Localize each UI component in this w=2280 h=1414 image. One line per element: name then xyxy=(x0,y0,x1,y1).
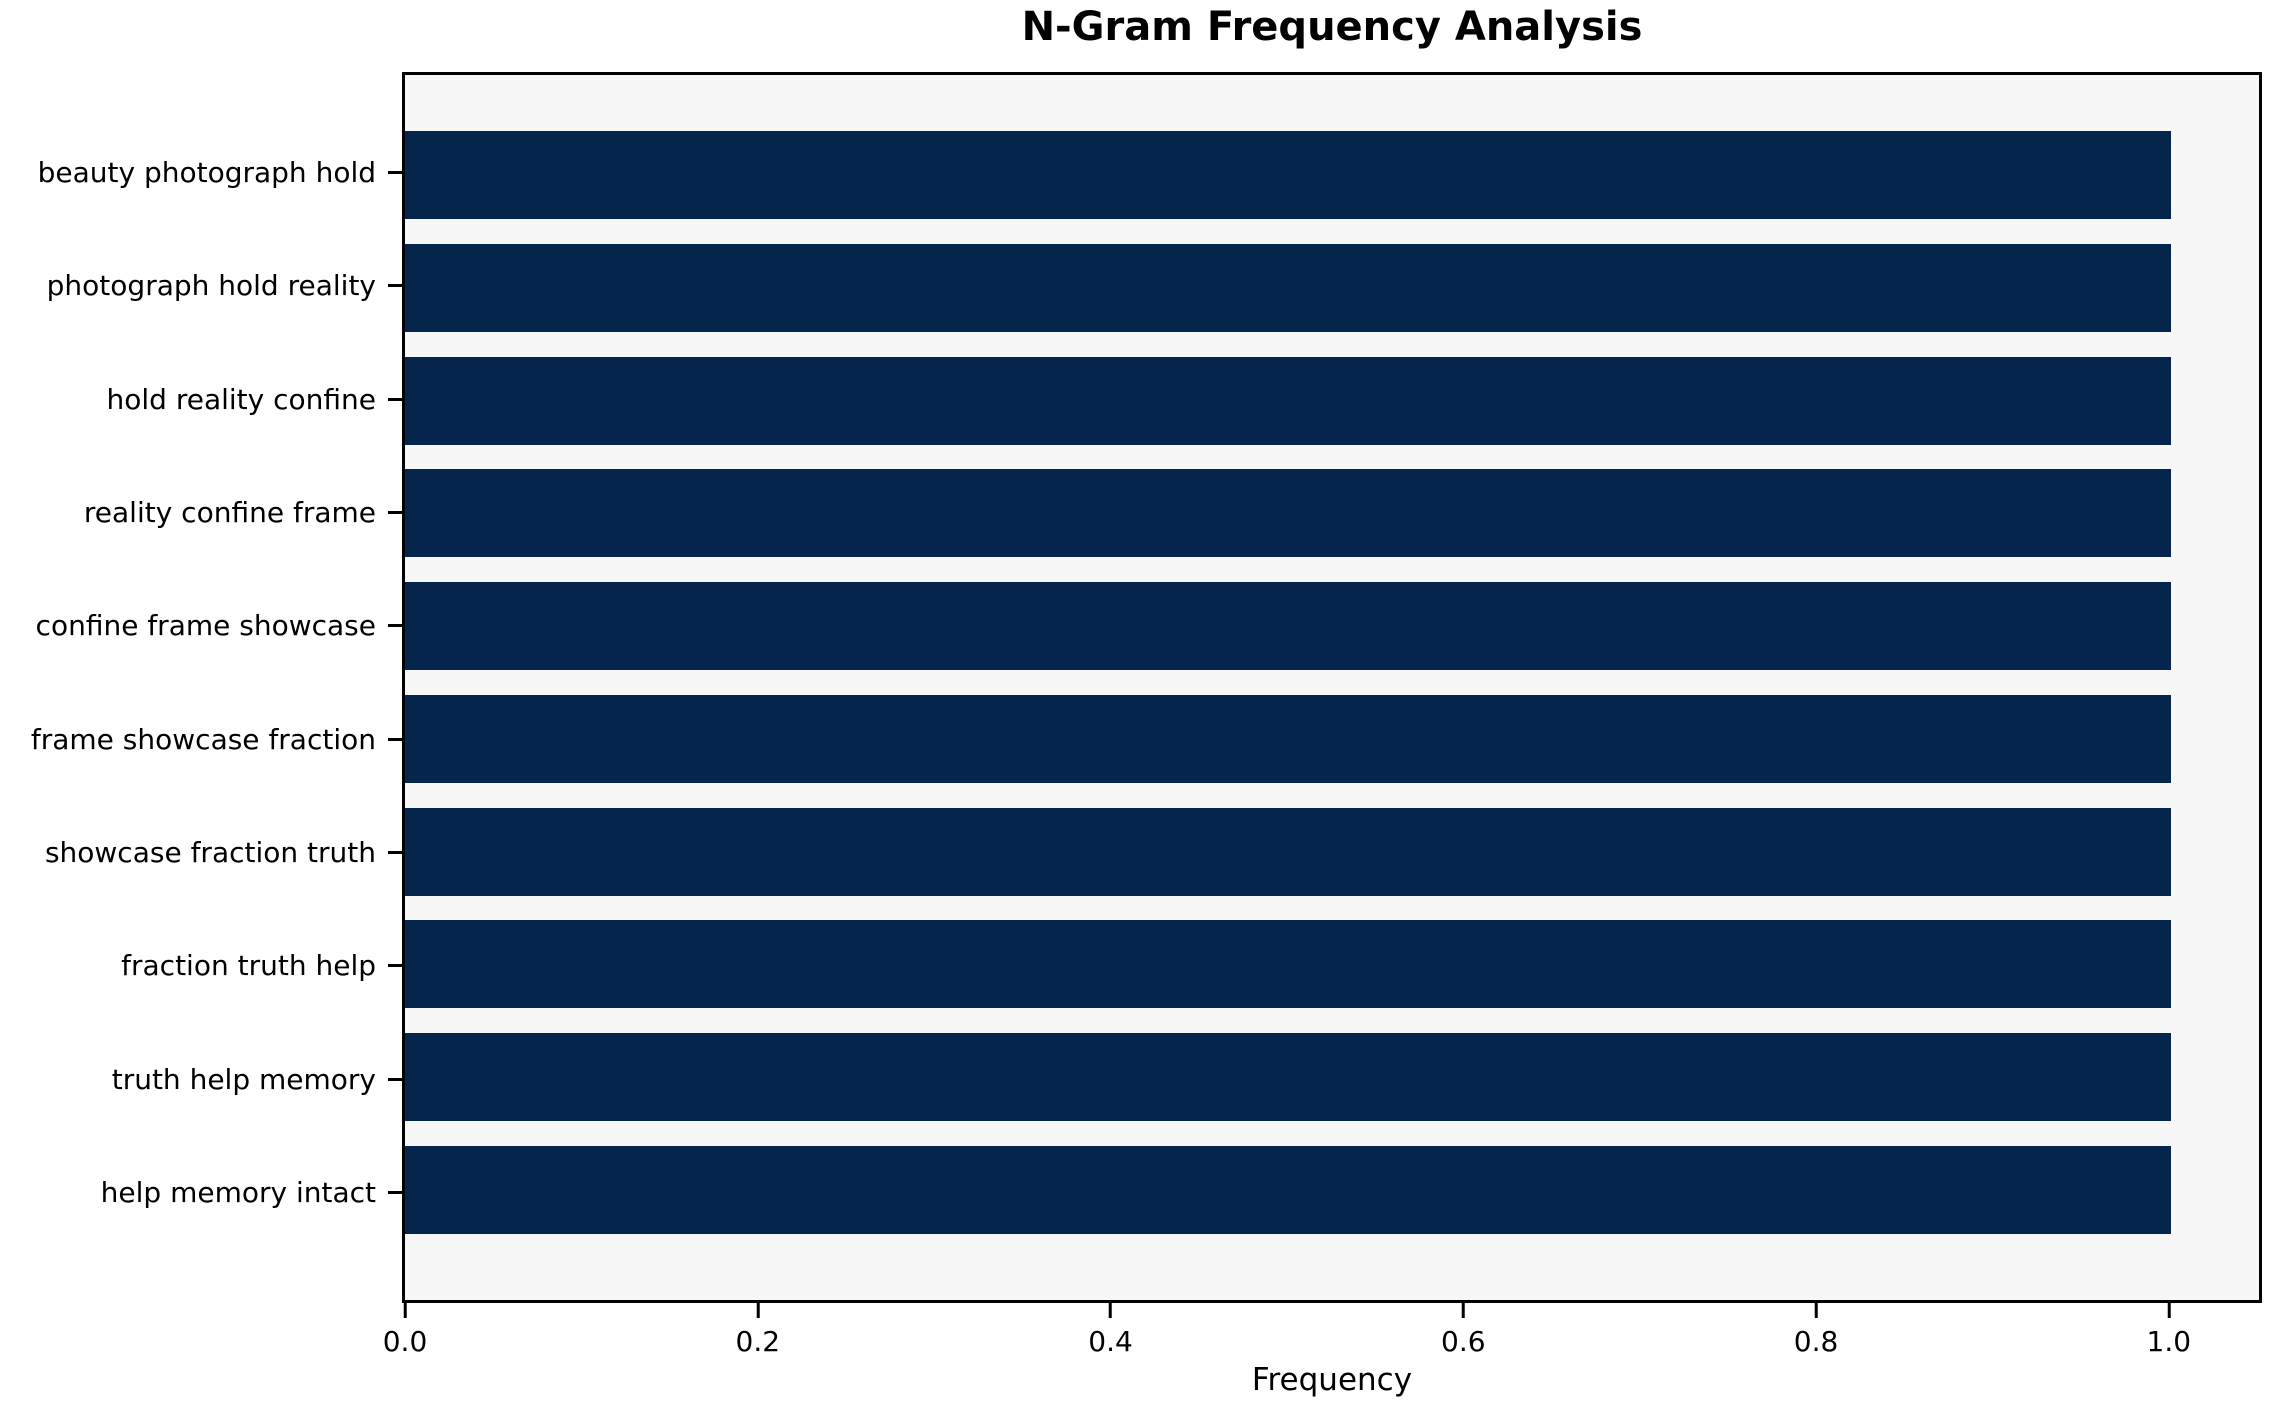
y-tick-label: photograph hold reality xyxy=(46,269,376,303)
frequency-bar xyxy=(405,920,2171,1009)
x-tick-mark xyxy=(1814,1303,1818,1318)
chart-title: N-Gram Frequency Analysis xyxy=(1021,4,1643,50)
y-tick-mark xyxy=(388,511,402,515)
frequency-bar xyxy=(405,131,2171,220)
x-tick-label: 0.4 xyxy=(1088,1325,1133,1358)
x-tick-label: 1.0 xyxy=(2146,1325,2192,1358)
y-tick-mark xyxy=(388,964,402,968)
x-tick-mark xyxy=(1109,1303,1113,1318)
frequency-bar xyxy=(405,807,2171,896)
bar-row xyxy=(405,683,2259,796)
frequency-bar xyxy=(405,582,2171,671)
y-tick-label: reality confine frame xyxy=(83,496,376,530)
y-tick-label-row: showcase fraction truth xyxy=(0,796,402,909)
x-tick-label: 0.8 xyxy=(1793,1325,1839,1358)
y-tick-label: truth help memory xyxy=(111,1062,376,1096)
x-tick-label: 0.6 xyxy=(1441,1325,1486,1358)
y-tick-label-row: hold reality confine xyxy=(0,343,402,456)
y-tick-mark xyxy=(388,850,402,854)
x-tick-label: 0.2 xyxy=(735,1325,781,1358)
frequency-bar xyxy=(405,1032,2171,1121)
frequency-bar xyxy=(405,694,2171,783)
x-tick: 0.6 xyxy=(1441,1303,1486,1358)
y-tick-label-row: beauty photograph hold xyxy=(0,116,402,229)
y-tick-mark xyxy=(388,284,402,288)
y-tick-mark xyxy=(388,171,402,175)
x-tick: 0.8 xyxy=(1793,1303,1839,1358)
bar-row xyxy=(405,232,2259,345)
frequency-bar xyxy=(405,356,2171,445)
y-tick-mark xyxy=(388,1190,402,1194)
frequency-bar xyxy=(405,244,2171,333)
y-tick-label-row: reality confine frame xyxy=(0,456,402,569)
y-tick-mark xyxy=(388,1077,402,1081)
y-tick-label: fraction truth help xyxy=(121,949,376,983)
x-tick-mark xyxy=(2167,1303,2171,1318)
y-tick-label-row: photograph hold reality xyxy=(0,229,402,342)
y-tick-label: help memory intact xyxy=(100,1175,376,1209)
bar-row xyxy=(405,570,2259,683)
y-axis: beauty photograph hold photograph hold re… xyxy=(0,72,402,1303)
y-tick-label-row: fraction truth help xyxy=(0,909,402,1022)
bar-row xyxy=(405,344,2259,457)
frequency-bar xyxy=(405,469,2171,558)
bar-row xyxy=(405,908,2259,1021)
y-tick-label-row: truth help memory xyxy=(0,1022,402,1135)
x-tick: 0.4 xyxy=(1088,1303,1133,1358)
bar-row xyxy=(405,795,2259,908)
x-tick-mark xyxy=(756,1303,760,1318)
y-tick-mark xyxy=(388,737,402,741)
frequency-bar xyxy=(405,1145,2171,1234)
y-tick-label-row: confine frame showcase xyxy=(0,569,402,682)
bar-row xyxy=(405,1133,2259,1246)
x-tick-label: 0.0 xyxy=(382,1325,428,1358)
bar-row xyxy=(405,119,2259,232)
x-axis: 0.0 0.2 0.4 0.6 0.8 1.0 xyxy=(383,1303,2257,1403)
x-axis-label: Frequency xyxy=(1251,1362,1413,1398)
y-tick-label: confine frame showcase xyxy=(35,609,376,643)
y-tick-label: showcase fraction truth xyxy=(44,835,376,869)
x-tick-mark xyxy=(1461,1303,1465,1318)
x-tick: 1.0 xyxy=(2146,1303,2192,1358)
y-tick-label-row: frame showcase fraction xyxy=(0,682,402,795)
plot-area xyxy=(402,72,2262,1303)
y-tick-label: hold reality confine xyxy=(106,382,377,416)
x-tick-mark xyxy=(403,1303,407,1318)
bar-row xyxy=(405,1021,2259,1134)
y-tick-mark xyxy=(388,624,402,628)
bar-row xyxy=(405,457,2259,570)
y-tick-label: beauty photograph hold xyxy=(37,156,376,190)
y-tick-label-row: help memory intact xyxy=(0,1136,402,1249)
y-tick-label: frame showcase fraction xyxy=(30,722,376,756)
x-tick: 0.2 xyxy=(735,1303,781,1358)
y-tick-mark xyxy=(388,397,402,401)
x-tick: 0.0 xyxy=(382,1303,428,1358)
